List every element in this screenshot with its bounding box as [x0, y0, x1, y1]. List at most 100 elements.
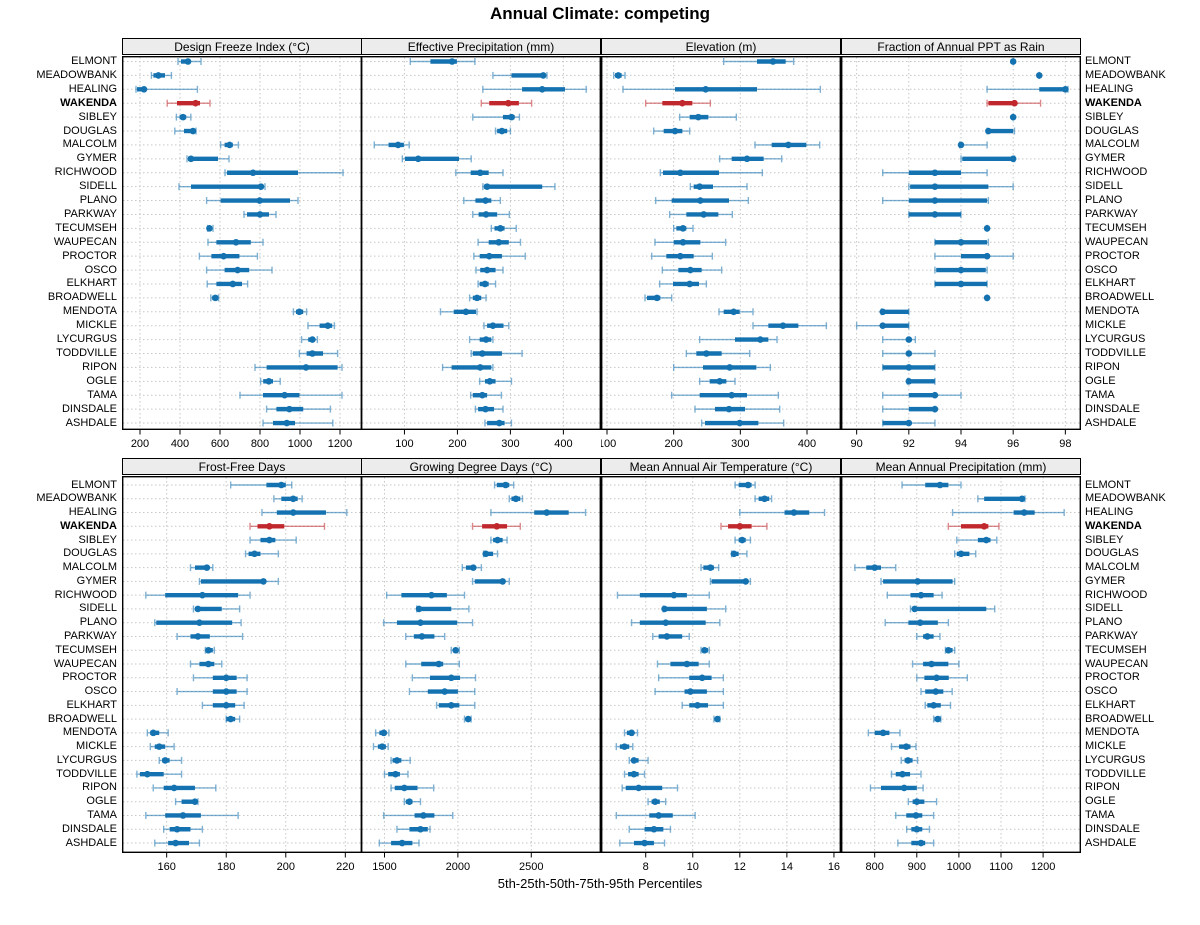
axis-tick-label: 94 — [955, 438, 967, 450]
row-label-sibley: SIBLEY — [78, 533, 117, 546]
axis-tick-label: 220 — [336, 861, 354, 873]
series-healing — [951, 509, 1065, 517]
panel-header-fraction-ppt-rain: Fraction of Annual PPT as Rain — [841, 38, 1081, 55]
row-label-sidell: SIDELL — [79, 180, 117, 193]
series-toddville — [470, 350, 523, 358]
axis-tick-label: 98 — [1059, 438, 1071, 450]
series-plano — [630, 619, 721, 627]
series-dinsdale — [162, 825, 204, 833]
series-waupecan — [934, 238, 990, 246]
series-tama — [145, 811, 239, 819]
series-sidell — [482, 183, 556, 191]
series-malcolm — [957, 141, 988, 149]
series-douglas — [244, 550, 280, 558]
panel-header-mean-annual-air-temperature: Mean Annual Air Temperature (°C) — [601, 458, 841, 475]
series-mendota — [439, 308, 478, 316]
row-label-toddville: TODDVILLE — [56, 347, 117, 359]
series-douglas — [953, 550, 977, 558]
series-sibley — [175, 113, 192, 121]
row-label-parkway: PARKWAY — [1085, 207, 1138, 220]
series-mickle — [890, 743, 917, 751]
series-waupecan — [405, 660, 461, 668]
row-label-mickle: MICKLE — [76, 740, 117, 753]
series-plano — [654, 197, 750, 205]
series-healing — [482, 85, 587, 93]
row-label-meadowbank: MEADOWBANK — [36, 68, 117, 81]
series-mickle — [855, 322, 910, 330]
series-richwood — [455, 169, 504, 177]
series-richwood — [886, 591, 943, 599]
axis-tick-label: 900 — [908, 861, 926, 873]
series-richwood — [882, 169, 988, 177]
row-label-sibley: SIBLEY — [1085, 110, 1124, 123]
row-label-gymer: GYMER — [1085, 152, 1126, 165]
row-label-toddville: TODDVILLE — [56, 767, 117, 780]
series-plano — [383, 619, 474, 627]
row-label-tama: TAMA — [87, 808, 117, 821]
series-ripon — [254, 363, 343, 371]
series-proctor — [411, 674, 477, 682]
series-elkhart — [681, 701, 725, 709]
series-mendota — [292, 308, 308, 316]
series-parkway — [908, 210, 962, 218]
series-parkway — [668, 210, 734, 218]
series-ashdale — [378, 839, 420, 847]
series-lycurgus — [300, 336, 319, 344]
row-label-ashdale: ASHDALE — [65, 416, 117, 429]
series-osco — [654, 688, 725, 696]
row-label-tecumseh: TECUMSEH — [1085, 643, 1147, 656]
series-ogle — [905, 377, 936, 385]
row-label-broadwell: BROADWELL — [47, 712, 117, 725]
series-parkway — [472, 210, 511, 218]
series-richwood — [224, 169, 344, 177]
series-elmont — [1009, 58, 1017, 65]
series-ashdale — [262, 419, 334, 427]
series-proctor — [198, 252, 259, 260]
series-ashdale — [484, 419, 513, 427]
row-label-malcolm: MALCOLM — [1085, 138, 1140, 151]
series-douglas — [174, 127, 197, 135]
row-label-douglas: DOUGLAS — [63, 124, 117, 137]
series-mendota — [867, 729, 901, 737]
axis-tick-label: 92 — [903, 438, 915, 450]
series-sibley — [490, 536, 508, 544]
row-label-wakenda: WAKENDA — [1085, 519, 1142, 532]
series-tama — [239, 391, 343, 399]
series-toddville — [383, 770, 409, 778]
row-label-toddville: TODDVILLE — [1085, 347, 1146, 359]
series-gymer — [880, 577, 956, 585]
series-toddville — [685, 350, 751, 358]
series-sibley — [249, 536, 297, 544]
axis-tick-label: 300 — [501, 438, 519, 450]
row-label-ashdale: ASHDALE — [1085, 836, 1137, 849]
series-meadowbank — [492, 71, 548, 79]
series-lycurgus — [390, 756, 411, 764]
series-plano — [884, 619, 950, 627]
row-label-parkway: PARKWAY — [64, 207, 117, 220]
row-label-lycurgus: LYCURGUS — [56, 753, 117, 766]
series-richwood — [145, 591, 251, 599]
row-labels-top-right: ELMONT MEADOWBANK HEALING WAKENDA SIBLEY DOUG… — [1085, 55, 1200, 430]
series-proctor — [192, 674, 248, 682]
series-sidell — [689, 183, 748, 191]
series-ripon — [869, 784, 924, 792]
series-tecumseh — [204, 646, 216, 654]
axis-tick-label: 200 — [131, 438, 149, 450]
row-label-osco: OSCO — [1085, 263, 1118, 276]
row-label-broadwell: BROADWELL — [47, 291, 117, 304]
series-waupecan — [654, 238, 727, 246]
series-elmont — [901, 481, 962, 489]
series-meadowbank — [273, 495, 303, 503]
series-tama — [882, 391, 962, 399]
series-sibley — [734, 536, 752, 544]
series-toddville — [136, 770, 183, 778]
series-lycurgus — [900, 756, 919, 764]
series-wakenda — [986, 99, 1042, 107]
row-label-ogle: OGLE — [86, 795, 117, 808]
row-label-mendota: MENDOTA — [62, 726, 117, 739]
series-tecumseh — [450, 646, 461, 654]
series-broadwell — [468, 294, 487, 302]
series-ogle — [478, 377, 513, 385]
series-ogle — [403, 798, 422, 806]
axis-tick-label: 1200 — [1031, 861, 1055, 873]
